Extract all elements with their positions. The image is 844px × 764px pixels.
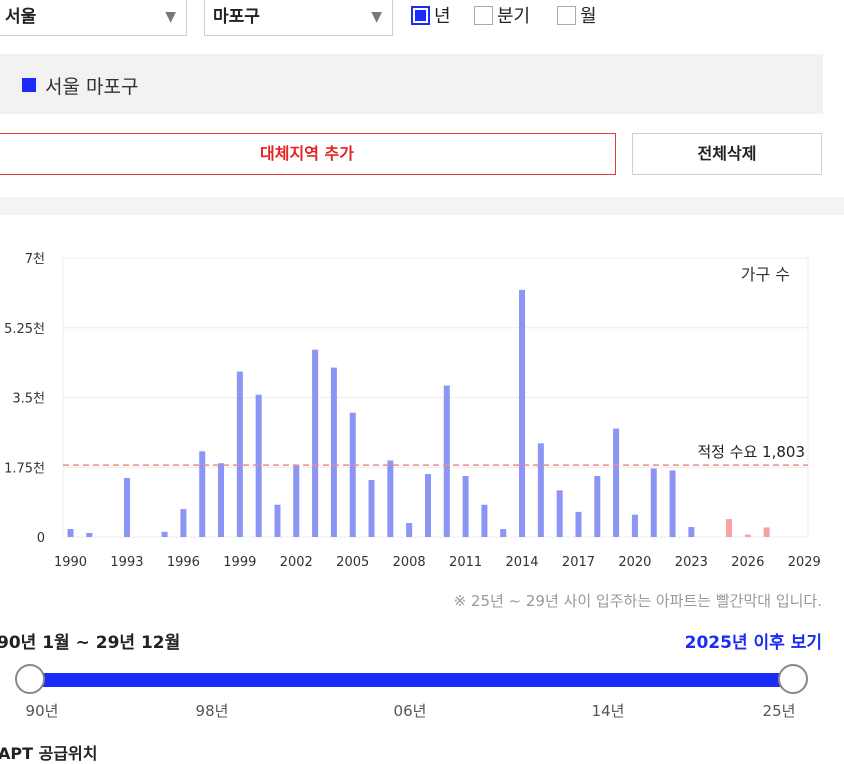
x-axis-labels: 1990 1993 1996 1999 2002 2005 2008 2011 2014 2017… — [54, 555, 821, 570]
x-tick-label: 2026 — [731, 555, 764, 570]
chart-unit-label: 가구 수 — [741, 265, 790, 284]
bar — [218, 463, 225, 537]
period-year-checkbox[interactable]: 년 — [411, 5, 451, 29]
y-tick-label: 5.25천 — [4, 322, 45, 337]
bar — [123, 478, 130, 537]
slider-tick-label: 90년 — [25, 702, 59, 720]
chevron-down-icon: ▼ — [165, 9, 176, 25]
y-tick-label: 0 — [37, 531, 45, 546]
bar — [368, 480, 375, 537]
x-tick-label: 2023 — [675, 555, 708, 570]
checkbox-checked-icon — [411, 6, 430, 25]
city-select[interactable]: 서울 ▼ — [0, 0, 187, 36]
range-slider-start-handle[interactable] — [15, 664, 45, 694]
bar — [613, 428, 620, 537]
y-tick-label: 7천 — [25, 252, 45, 267]
bar — [443, 385, 450, 537]
checkbox-empty-icon — [557, 6, 576, 25]
x-tick-label: 1993 — [110, 555, 143, 570]
x-tick-label: 2005 — [336, 555, 369, 570]
date-range-label: 90년 1월 ~ 29년 12월 — [0, 633, 181, 653]
bar — [406, 523, 413, 537]
bar — [274, 504, 281, 537]
x-tick-label: 2008 — [393, 555, 426, 570]
add-alt-region-button[interactable]: 대체지역 추가 — [0, 133, 616, 175]
period-month-label: 월 — [580, 6, 597, 27]
y-axis-labels: 0 1.75천 3.5천 5.25천 7천 — [4, 252, 45, 546]
bar — [481, 504, 488, 537]
range-slider-track[interactable] — [30, 673, 793, 687]
city-select-value: 서울 — [5, 7, 37, 27]
district-select[interactable]: 마포구 ▼ — [204, 0, 393, 36]
selected-region-label: 서울 마포구 — [45, 76, 139, 98]
apt-section-title: APT 공급위치 — [0, 744, 98, 763]
bar — [424, 474, 431, 537]
bar — [199, 451, 206, 537]
supply-bar-chart: 0 1.75천 3.5천 5.25천 7천 1990 1993 1996 1999 2002 20… — [4, 252, 821, 570]
bar — [236, 371, 243, 537]
range-slider-end-handle[interactable] — [778, 664, 808, 694]
bar — [763, 527, 770, 537]
bar — [725, 519, 732, 537]
bar — [180, 509, 187, 537]
y-tick-label: 3.5천 — [12, 392, 45, 407]
section-divider — [0, 197, 844, 215]
x-tick-label: 2014 — [505, 555, 538, 570]
selected-region-bar: 서울 마포구 — [0, 54, 823, 114]
period-month-checkbox[interactable]: 월 — [557, 5, 597, 29]
district-select-value: 마포구 — [213, 7, 260, 27]
bar — [387, 460, 394, 537]
x-tick-label: 1990 — [54, 555, 87, 570]
bar — [519, 289, 526, 537]
bar — [537, 443, 544, 537]
bar — [330, 367, 337, 537]
period-quarter-label: 분기 — [497, 6, 531, 27]
y-tick-label: 1.75천 — [4, 461, 45, 476]
x-tick-label: 2002 — [280, 555, 313, 570]
delete-all-button[interactable]: 전체삭제 — [632, 133, 822, 175]
x-tick-label: 2017 — [562, 555, 595, 570]
x-tick-label: 1999 — [223, 555, 256, 570]
slider-tick-label: 06년 — [393, 702, 427, 720]
x-tick-label: 2020 — [618, 555, 651, 570]
bar — [462, 476, 469, 537]
bar — [669, 470, 676, 537]
slider-tick-label: 14년 — [591, 702, 625, 720]
checkbox-empty-icon — [474, 6, 493, 25]
slider-tick-label: 98년 — [195, 702, 229, 720]
bar — [500, 529, 507, 537]
slider-tick-label: 25년 — [762, 702, 796, 720]
bar — [86, 533, 93, 537]
x-tick-label: 2011 — [449, 555, 482, 570]
bar — [744, 534, 751, 537]
bar — [556, 490, 563, 537]
bar — [575, 511, 582, 537]
period-year-label: 년 — [434, 6, 451, 27]
bar — [650, 468, 657, 537]
bar — [312, 349, 319, 537]
bar — [688, 527, 695, 537]
chart-bars — [67, 289, 770, 537]
bar — [67, 529, 74, 537]
chart-note: ※ 25년 ~ 29년 사이 입주하는 아파트는 빨간막대 입니다. — [453, 592, 822, 610]
reference-line-label: 적정 수요 1,803 — [697, 443, 805, 461]
bar — [631, 514, 638, 537]
chevron-down-icon: ▼ — [371, 9, 382, 25]
chart-grid — [62, 257, 809, 538]
period-quarter-checkbox[interactable]: 분기 — [474, 5, 530, 29]
region-color-swatch — [22, 78, 36, 92]
bar — [161, 531, 168, 537]
x-tick-label: 2029 — [788, 555, 821, 570]
bar — [594, 476, 601, 537]
bar — [349, 412, 356, 537]
future-view-link[interactable]: 2025년 이후 보기 — [684, 633, 822, 653]
x-tick-label: 1996 — [167, 555, 200, 570]
bar — [293, 465, 300, 537]
